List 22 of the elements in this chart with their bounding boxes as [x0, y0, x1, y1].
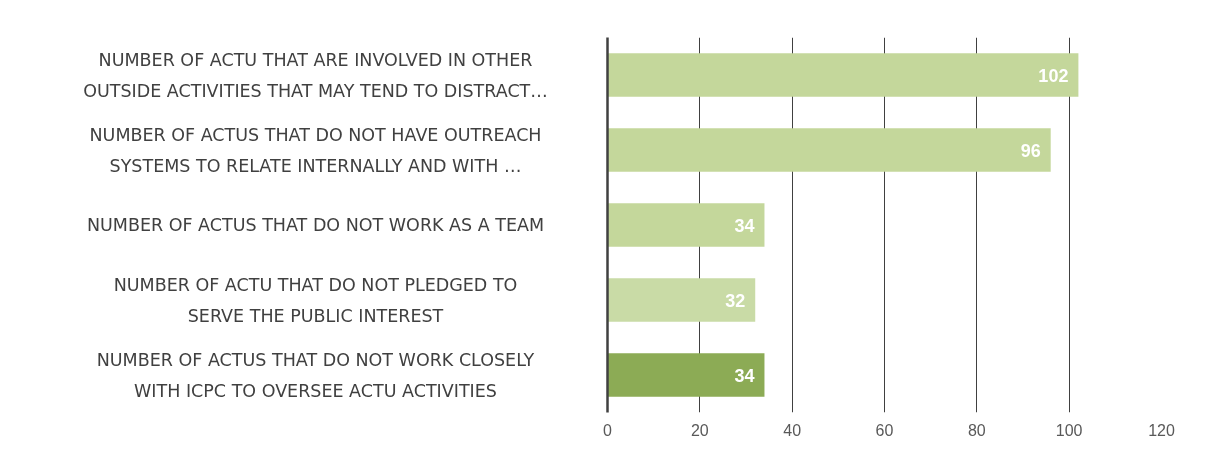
x-tick-label: 0: [603, 421, 613, 439]
y-tick-label: NUMBER OF ACTU THAT ARE INVOLVED IN OTHER OUTSIDE ACTIVITIES THAT MAY TEND TO DISTRACT…: [83, 49, 548, 101]
x-tick-label: 20: [690, 421, 709, 439]
bar: [607, 203, 765, 247]
x-tick-label: 60: [875, 421, 894, 439]
bar: [607, 353, 765, 397]
y-tick-label: NUMBER OF ACTU THAT DO NOT PLEDGED TO SERVE THE PUBLIC INTEREST: [113, 274, 518, 326]
x-tick-label: 40: [783, 421, 802, 439]
data-label: 32: [725, 290, 746, 311]
x-tick-label: 120: [1148, 421, 1175, 439]
bar: [607, 53, 1079, 97]
data-label: 102: [1038, 65, 1069, 86]
data-label: 34: [734, 215, 755, 236]
y-tick-label: NUMBER OF ACTUS THAT DO NOT WORK CLOSELY WITH ICPC TO OVERSEE ACTU ACTIVITIES: [96, 349, 535, 401]
bar: [607, 278, 756, 322]
x-tick-label: 100: [1055, 421, 1083, 439]
bar: [607, 128, 1051, 172]
y-tick-label: NUMBER OF ACTUS THAT DO NOT WORK AS A TEAM: [86, 215, 545, 235]
x-tick-label: 80: [967, 421, 986, 439]
data-label: 34: [734, 365, 755, 386]
y-tick-label: NUMBER OF ACTUS THAT DO NOT HAVE OUTREACH SYSTEMS TO RELATE INTERNALLY AND WITH …: [89, 124, 542, 176]
data-label: 96: [1020, 140, 1041, 161]
